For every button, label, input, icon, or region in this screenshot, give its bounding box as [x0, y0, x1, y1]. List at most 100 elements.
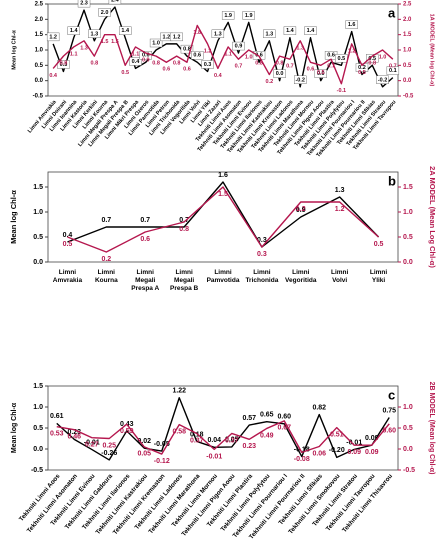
- y2-tick-label: 1.0: [403, 209, 413, 216]
- y2-tick-label: -0.5: [403, 467, 415, 474]
- series-line: [56, 420, 390, 455]
- y2-tick-label: 0.5: [403, 234, 413, 241]
- label-box: [386, 66, 400, 75]
- label-box: [283, 26, 297, 35]
- panel-letter: c: [388, 387, 395, 402]
- label-box: [345, 20, 358, 29]
- data-label: 1.2: [296, 206, 306, 213]
- x-tick-label-line: Limni: [292, 269, 310, 276]
- data-label: 0.67: [277, 425, 291, 432]
- plot-frame: [47, 385, 399, 471]
- data-label: -0.26: [101, 450, 117, 457]
- x-tick-label: Limni Trichonida: [245, 269, 278, 284]
- data-label: 0.7: [140, 217, 150, 224]
- data-label: 0.5: [358, 70, 366, 76]
- data-label: 0.51: [330, 431, 344, 438]
- data-label: 0.8: [90, 61, 98, 67]
- series-line: [56, 397, 390, 461]
- data-label: 2.3: [80, 1, 88, 7]
- label-box: [242, 11, 255, 20]
- y-tick-label: 0.0: [33, 259, 43, 266]
- y2-tick-label: 0.0: [403, 259, 413, 266]
- data-label: -0.20: [329, 447, 345, 454]
- data-label: 0.04: [207, 437, 221, 444]
- data-label: -0.18: [294, 446, 310, 453]
- y-tick-label: 2.5: [35, 2, 44, 8]
- data-label: 0.3: [204, 62, 212, 68]
- data-label: 1.9: [245, 13, 253, 19]
- data-label: 0.09: [365, 435, 379, 442]
- data-label: 0.2: [101, 256, 111, 263]
- data-label: 0.46: [67, 434, 81, 441]
- data-label: 1.2: [173, 34, 181, 40]
- label-box: [57, 60, 70, 69]
- data-label: 0.8: [368, 61, 376, 67]
- label-box: [201, 60, 214, 69]
- data-label: 0.37: [225, 437, 239, 444]
- data-label: 1.3: [80, 45, 88, 51]
- y-tick-label: 0.5: [33, 425, 43, 432]
- y2-tick-label: 2.0: [403, 17, 412, 23]
- data-label: 0.7: [101, 217, 111, 224]
- data-label: 1.9: [224, 13, 232, 19]
- data-label: 0.8: [276, 61, 284, 67]
- data-label: 0.0: [276, 71, 284, 77]
- x-tick-label: Limni Kourna: [95, 269, 118, 284]
- data-label: 0.6: [307, 67, 315, 73]
- data-label: 0.05: [137, 451, 151, 458]
- label-box: [180, 44, 194, 54]
- data-label: -0.08: [294, 456, 310, 463]
- x-tick-label-line: Pamvotida: [207, 277, 240, 284]
- y2-axis-label: 2A MODEL (Mean Log Chl-α): [428, 166, 437, 268]
- x-tick-label: Limni Megali Prespa B: [170, 269, 198, 292]
- data-label: 0.3: [60, 62, 68, 68]
- x-tick-label-line: Prespa A: [131, 285, 159, 292]
- label-box: [221, 11, 235, 20]
- data-label: 1.4: [70, 28, 79, 34]
- x-tick-label-line: Vegoritida: [285, 277, 317, 284]
- data-label: 0.65: [260, 412, 274, 419]
- x-tick-label-line: Kourna: [95, 277, 118, 284]
- data-label: 0.5: [317, 70, 325, 76]
- x-tick-label-line: Limni: [214, 269, 232, 276]
- data-label: 0.7: [327, 64, 335, 70]
- x-tick-label-line: Limni: [370, 269, 388, 276]
- data-label: 1.5: [218, 191, 228, 198]
- data-label: 0.09: [365, 449, 379, 456]
- data-label: 0.6: [163, 67, 171, 73]
- label-box: [294, 75, 307, 85]
- data-label: 1.1: [132, 51, 140, 57]
- y-tick-label: 1.5: [33, 383, 43, 390]
- x-tick-label-line: Yliki: [372, 277, 386, 284]
- y-axis-label: Mean log Chl-α: [11, 402, 18, 453]
- data-label: 1.1: [224, 51, 232, 57]
- x-tick-label-line: Limni: [137, 269, 155, 276]
- data-label: 1.8: [193, 30, 201, 36]
- x-tick-label: Limni Yliki: [370, 269, 388, 284]
- label-box: [376, 75, 389, 85]
- data-label: -0.05: [154, 441, 170, 448]
- data-label: 0.7: [179, 217, 189, 224]
- data-label: 1.4: [121, 28, 130, 34]
- data-label: 0.18: [190, 431, 204, 438]
- data-label: 1.2: [335, 206, 345, 213]
- y2-tick-label: 1.5: [403, 32, 412, 38]
- data-label: -0.2: [295, 77, 304, 83]
- y-tick-label: 1.5: [33, 184, 43, 191]
- y-tick-label: 0.5: [35, 63, 44, 69]
- data-label: -0.12: [154, 458, 170, 465]
- data-label: 0.60: [277, 414, 291, 421]
- label-box: [67, 26, 80, 35]
- data-label: 0.9: [235, 44, 243, 50]
- data-label: 0.6: [327, 53, 335, 59]
- data-label: 0.4: [132, 59, 141, 65]
- y-axis-label: Mean log Chl-α: [9, 190, 18, 244]
- y-tick-label: 0.0: [33, 446, 43, 453]
- data-label: 0.1: [389, 68, 397, 74]
- data-label: 0.4: [214, 73, 223, 79]
- data-label: 1.1: [70, 51, 78, 57]
- data-label: 0.6: [140, 236, 150, 243]
- data-label: 0.9: [142, 58, 150, 64]
- data-label: 1.22: [172, 388, 186, 395]
- data-label: 0.3: [257, 237, 267, 244]
